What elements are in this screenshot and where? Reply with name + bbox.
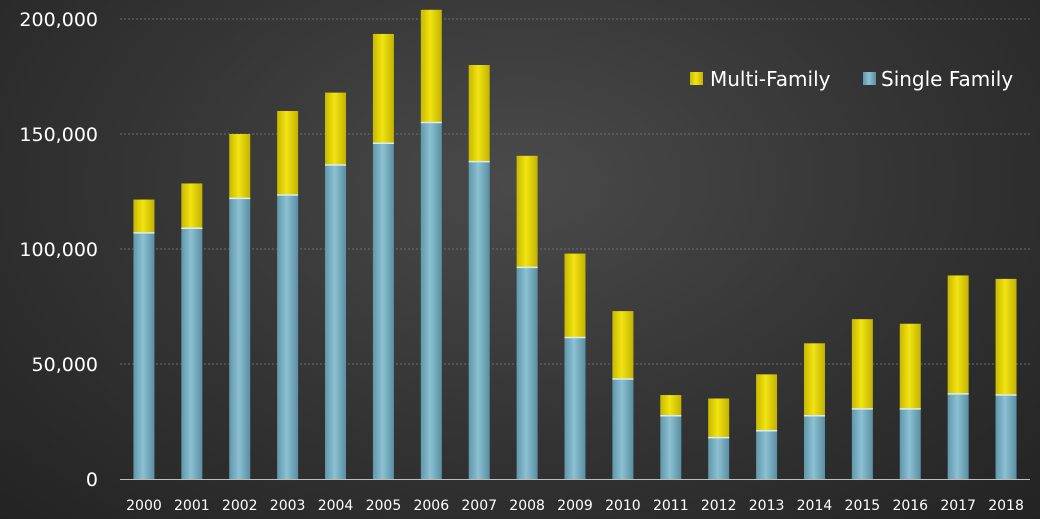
bar-multi-family-2007	[468, 65, 490, 162]
bar-single-family-2008	[516, 267, 538, 479]
bar-multi-family-2008	[516, 155, 538, 268]
x-tick-label: 2016	[892, 498, 928, 514]
bar-single-family-2017	[947, 393, 969, 479]
bar-multi-family-2014	[803, 343, 825, 416]
legend-swatch-single-family	[863, 72, 876, 85]
bar-single-family-2013	[756, 430, 778, 479]
bars	[133, 9, 1017, 480]
y-tick-label: 150,000	[19, 124, 98, 146]
y-tick-label: 0	[86, 469, 98, 491]
x-tick-label: 2000	[126, 498, 162, 514]
x-tick-label: 2018	[988, 498, 1024, 514]
bar-single-family-2000	[133, 232, 155, 479]
bar-multi-family-2015	[851, 319, 873, 409]
bar-multi-family-2012	[708, 398, 730, 438]
bar-multi-family-2018	[995, 278, 1017, 396]
legend-swatch-multi-family	[690, 72, 703, 85]
bar-single-family-2012	[708, 437, 730, 479]
bar-single-family-2002	[229, 198, 251, 479]
bar-single-family-2005	[372, 143, 394, 479]
bar-multi-family-2006	[420, 9, 442, 123]
bar-multi-family-2005	[372, 33, 394, 144]
x-tick-label: 2002	[222, 498, 258, 514]
x-tick-label: 2012	[701, 498, 737, 514]
x-tick-label: 2011	[653, 498, 689, 514]
bar-multi-family-2013	[756, 374, 778, 431]
bar-multi-family-2002	[229, 134, 251, 199]
x-tick-label: 2010	[605, 498, 641, 514]
bar-multi-family-2004	[325, 92, 347, 166]
x-tick-label: 2003	[270, 498, 306, 514]
bar-multi-family-2000	[133, 199, 155, 233]
bar-single-family-2001	[181, 228, 203, 479]
x-tick-label: 2001	[174, 498, 210, 514]
x-tick-label: 2005	[366, 498, 402, 514]
y-tick-label: 100,000	[19, 239, 98, 261]
x-tick-label: 2017	[940, 498, 976, 514]
bar-multi-family-2010	[612, 311, 634, 379]
bar-single-family-2006	[420, 122, 442, 479]
bar-single-family-2009	[564, 337, 586, 479]
x-tick-label: 2006	[413, 498, 449, 514]
bar-multi-family-2009	[564, 253, 586, 338]
bar-multi-family-2011	[660, 395, 682, 416]
bar-multi-family-2003	[277, 111, 299, 195]
x-tick-label: 2014	[797, 498, 833, 514]
bar-single-family-2015	[851, 408, 873, 479]
x-tick-label: 2008	[509, 498, 545, 514]
bar-multi-family-2016	[899, 323, 921, 409]
bar-single-family-2018	[995, 395, 1017, 479]
x-tick-label: 2015	[845, 498, 881, 514]
y-tick-label: 50,000	[32, 354, 98, 376]
legend-label-multi-family: Multi-Family	[710, 67, 831, 91]
x-tick-label: 2009	[557, 498, 593, 514]
bar-single-family-2014	[803, 415, 825, 479]
bar-single-family-2010	[612, 378, 634, 479]
bar-single-family-2007	[468, 161, 490, 479]
x-tick-label: 2007	[461, 498, 497, 514]
bar-single-family-2004	[325, 165, 347, 480]
y-tick-label: 200,000	[19, 9, 98, 31]
x-tick-label: 2013	[749, 498, 785, 514]
x-tick-label: 2004	[318, 498, 354, 514]
legend: Multi-Family Single Family	[690, 67, 1013, 91]
bar-multi-family-2017	[947, 275, 969, 394]
bar-single-family-2016	[899, 408, 921, 479]
bar-single-family-2011	[660, 415, 682, 479]
bar-multi-family-2001	[181, 183, 203, 229]
axis-labels: 0 50,000 100,000 150,000 200,000 2000 2001 2002…	[19, 9, 1023, 514]
bar-single-family-2003	[277, 194, 299, 479]
legend-label-single-family: Single Family	[881, 67, 1013, 91]
